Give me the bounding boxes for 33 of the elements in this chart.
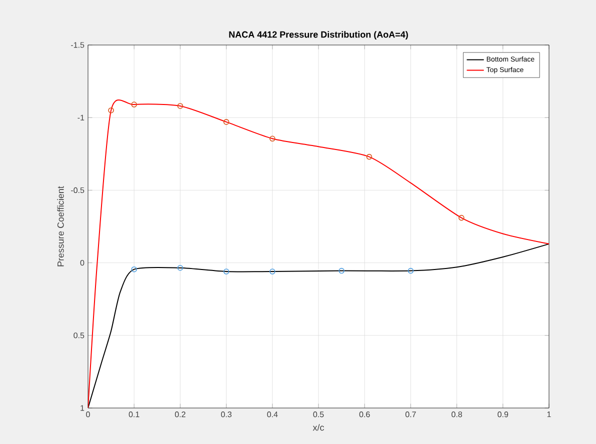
point — [458, 214, 464, 221]
x-tick-label: 0.9 — [498, 412, 508, 418]
x-tick-label: 1 — [547, 412, 551, 418]
point — [270, 268, 276, 274]
y-tick-label: -0.5 — [71, 187, 84, 194]
x-tick-label: 0.6 — [359, 412, 370, 418]
x-tick-label: 0.4 — [267, 412, 278, 418]
point — [408, 268, 414, 274]
point — [177, 103, 184, 109]
y-tick-label: 0.5 — [74, 332, 84, 338]
x-axis-title: x/c — [312, 424, 324, 431]
point — [223, 119, 230, 125]
point — [338, 268, 344, 274]
x-tick-label: 0.8 — [452, 412, 462, 418]
x-tick-label: 0.1 — [128, 412, 140, 418]
x-tick-label: 0.3 — [221, 412, 232, 418]
point — [270, 136, 276, 142]
y-tick-label: -1.5 — [71, 42, 84, 48]
y-axis-title: Pressure Coefficient — [57, 186, 64, 266]
x-tick-label: 0.5 — [313, 412, 324, 418]
x-tick-label: 0 — [86, 412, 90, 418]
chart-title: NACA 4412 Pressure Distribution (AoA=4) — [229, 31, 408, 40]
point — [366, 154, 372, 160]
x-tick-label: 0.2 — [174, 412, 186, 418]
point — [177, 264, 184, 271]
point — [223, 268, 230, 274]
point — [131, 102, 137, 108]
y-tick-label: 0 — [80, 260, 84, 266]
point — [131, 266, 137, 272]
point — [108, 107, 114, 114]
y-tick-label: -1 — [78, 114, 84, 120]
y-tick-label: 1 — [80, 405, 84, 411]
x-tick-label: 0.7 — [405, 412, 416, 418]
